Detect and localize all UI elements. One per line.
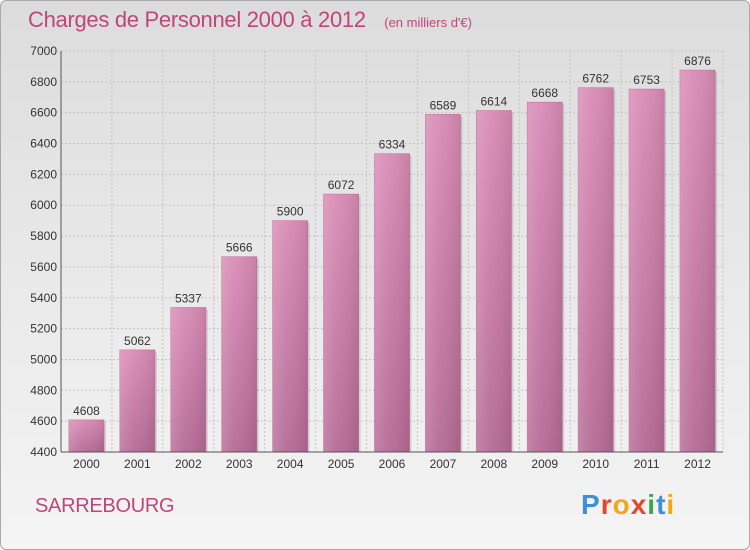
proxiti-logo: Proxiti [581, 489, 675, 521]
bar-sheen [629, 89, 665, 452]
y-tick-label: 7000 [30, 44, 57, 58]
value-label: 5900 [277, 205, 304, 219]
value-label: 6334 [379, 138, 406, 152]
value-label: 5062 [124, 334, 151, 348]
logo-letter: t [656, 489, 667, 520]
x-tick-label: 2000 [73, 457, 100, 471]
y-tick-label: 4600 [30, 414, 57, 428]
bar-sheen [221, 256, 257, 452]
y-tick-label: 5000 [30, 352, 57, 366]
value-label: 5337 [175, 291, 202, 305]
y-tick-label: 5200 [30, 322, 57, 336]
y-tick-label: 4400 [30, 445, 57, 459]
bars [68, 69, 718, 453]
logo-letter: x [630, 489, 648, 520]
value-label: 5666 [226, 241, 253, 255]
bar-sheen [170, 307, 206, 452]
x-tick-label: 2008 [480, 457, 507, 471]
x-tick-label: 2006 [379, 457, 406, 471]
bar-sheen [476, 110, 512, 452]
x-tick-label: 2003 [226, 457, 253, 471]
y-tick-label: 5600 [30, 260, 57, 274]
axes: 4400 4600 4800 5000 5200 5400 5600 5800 6000 6200… [30, 44, 723, 471]
bar-sheen [679, 70, 716, 452]
x-tick-label: 2011 [634, 457, 660, 471]
bar-sheen [578, 87, 614, 453]
value-label: 6762 [582, 72, 609, 86]
value-label: 4608 [73, 404, 100, 418]
y-tick-label: 6400 [30, 137, 57, 151]
logo-letter: i [647, 489, 657, 520]
y-tick-label: 5800 [30, 229, 57, 243]
x-tick-label: 2002 [175, 457, 202, 471]
bar-sheen [425, 114, 461, 452]
x-tick-label: 2012 [684, 457, 711, 471]
value-label: 6876 [684, 54, 711, 68]
logo-letter: P [581, 489, 601, 520]
city-name: SARREBOURG [35, 495, 175, 517]
bar-sheen [374, 153, 410, 452]
chart-title-group: Charges de Personnel 2000 à 2012 (en mil… [28, 7, 472, 33]
x-tick-label: 2007 [430, 457, 457, 471]
bar-sheen [68, 419, 105, 452]
value-label: 6072 [328, 178, 355, 192]
x-tick-label: 2009 [531, 457, 558, 471]
y-tick-label: 4800 [30, 383, 57, 397]
x-tick-label: 2005 [328, 457, 355, 471]
y-tick-label: 5400 [30, 291, 57, 305]
y-tick-label: 6600 [30, 106, 57, 120]
bar-sheen [527, 102, 563, 452]
bar-sheen [323, 194, 359, 452]
logo-letter: i [666, 489, 676, 520]
value-label: 6753 [633, 73, 660, 87]
chart-unit: (en milliers d'€) [384, 15, 472, 30]
bar-sheen [119, 349, 155, 452]
y-tick-label: 6000 [30, 198, 57, 212]
value-label: 6668 [531, 86, 558, 100]
x-tick-label: 2010 [582, 457, 609, 471]
y-tick-label: 6200 [30, 167, 57, 181]
logo-letter: o [612, 489, 631, 520]
bar-sheen [272, 220, 308, 452]
x-tick-label: 2004 [277, 457, 304, 471]
value-label: 6614 [480, 95, 507, 109]
logo-letter: r [600, 489, 613, 520]
grid-lines [60, 50, 724, 453]
x-tick-label: 2001 [124, 457, 151, 471]
value-label: 6589 [430, 98, 457, 112]
y-tick-label: 6800 [30, 75, 57, 89]
chart-title: Charges de Personnel 2000 à 2012 [28, 7, 366, 32]
